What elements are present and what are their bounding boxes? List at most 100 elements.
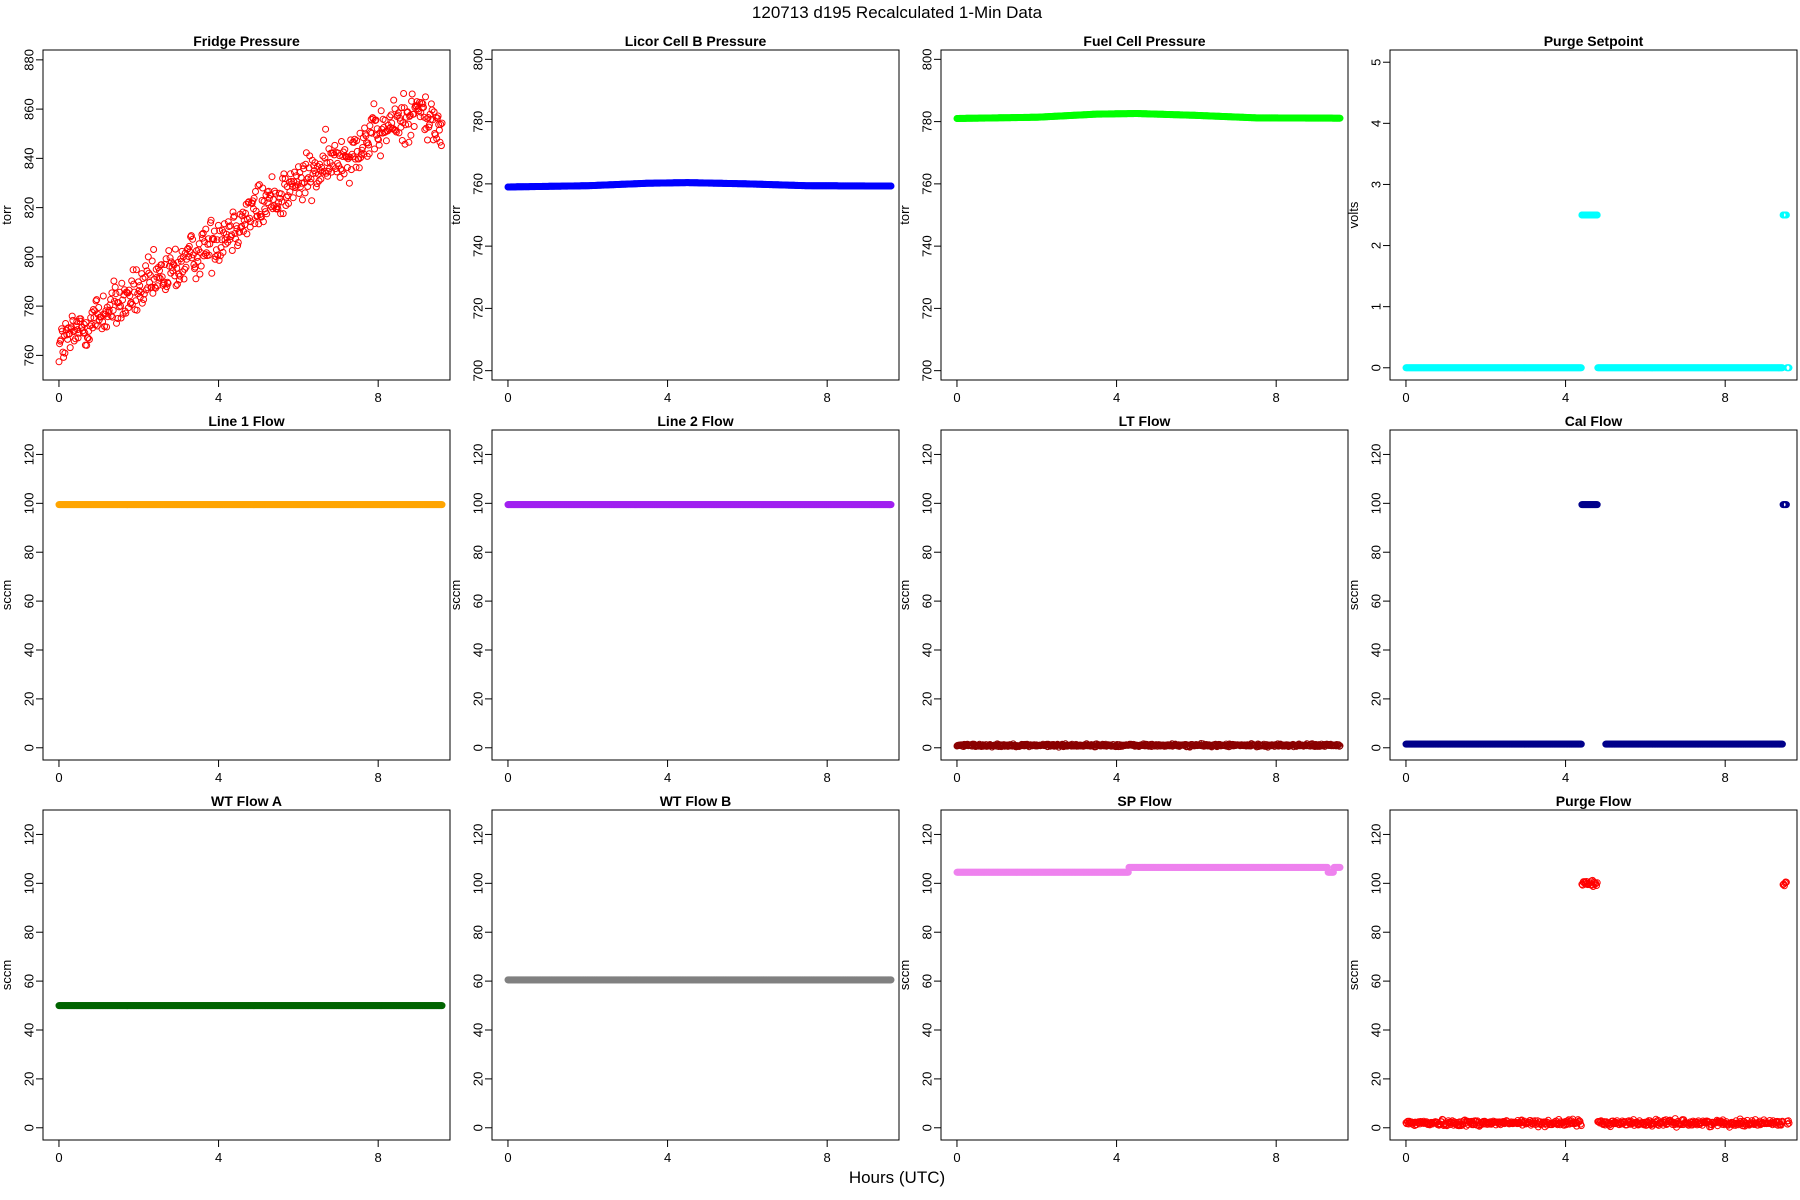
- data-point: [416, 113, 424, 121]
- data-point: [281, 175, 289, 183]
- x-tick-label: 8: [1722, 770, 1729, 785]
- data-point: [83, 341, 91, 349]
- x-tick-label: 0: [953, 770, 960, 785]
- y-tick-label: 80: [919, 545, 934, 559]
- data-point: [285, 200, 292, 207]
- data-point: [208, 269, 216, 277]
- y-tick-label: 0: [1368, 744, 1383, 751]
- x-tick-label: 4: [1562, 390, 1569, 405]
- data-point: [222, 240, 230, 248]
- data-point: [401, 140, 409, 148]
- data-point: [426, 110, 434, 118]
- x-tick-label: 8: [1722, 390, 1729, 405]
- data-point: [171, 272, 179, 280]
- plot-frame: [42, 49, 451, 381]
- data-point: [398, 104, 406, 112]
- y-tick-label: 80: [21, 545, 36, 559]
- data-point: [277, 190, 285, 198]
- data-point: [162, 255, 170, 263]
- data-point: [150, 246, 158, 253]
- data-point: [315, 177, 323, 185]
- y-tick-label: 780: [919, 111, 934, 133]
- data-point: [60, 353, 68, 361]
- panel-title: LT Flow: [1119, 413, 1171, 429]
- panel-title: Purge Setpoint: [1544, 33, 1644, 49]
- data-point: [323, 159, 331, 166]
- data-point: [396, 114, 404, 122]
- x-tick-label: 4: [215, 770, 222, 785]
- data-point: [61, 349, 69, 357]
- y-tick-label: 20: [1368, 692, 1383, 706]
- data-point: [109, 306, 117, 314]
- y-tick-label: 740: [470, 235, 485, 257]
- data-point: [300, 165, 308, 173]
- data-point: [408, 97, 416, 105]
- data-point: [154, 282, 161, 290]
- data-point: [138, 299, 146, 307]
- data-point: [331, 141, 339, 149]
- data-point: [146, 279, 154, 286]
- data-point: [381, 116, 389, 124]
- y-axis-label: volts: [1346, 201, 1361, 228]
- data-point: [145, 269, 153, 277]
- data-point: [341, 146, 349, 154]
- data-point: [55, 358, 63, 366]
- data-point: [296, 169, 304, 176]
- data-point: [353, 137, 361, 145]
- data-points: [504, 179, 895, 191]
- data-point: [338, 138, 345, 145]
- data-point: [135, 287, 143, 295]
- data-point: [324, 172, 332, 180]
- data-point: [268, 173, 276, 181]
- data-point: [164, 279, 172, 287]
- data-point: [387, 111, 395, 119]
- data-point: [165, 247, 173, 255]
- data-point: [111, 283, 119, 291]
- data-point: [130, 288, 138, 296]
- data-point: [251, 220, 259, 228]
- data-point: [408, 90, 416, 98]
- data-points: [953, 110, 1344, 122]
- data-point: [351, 135, 359, 143]
- y-tick-label: 0: [21, 744, 36, 751]
- data-point: [352, 163, 360, 171]
- data-point: [84, 334, 92, 342]
- data-point: [365, 150, 373, 158]
- data-point: [219, 248, 227, 256]
- y-tick-label: 760: [919, 173, 934, 195]
- data-point: [340, 170, 348, 178]
- data-point: [265, 194, 273, 202]
- panel-title: Line 1 Flow: [208, 413, 284, 429]
- y-tick-label: 860: [21, 98, 36, 120]
- data-point: [228, 231, 236, 239]
- data-point: [140, 290, 148, 298]
- data-point: [132, 297, 140, 305]
- data-point: [336, 173, 344, 181]
- y-axis-label: sccm: [448, 580, 463, 610]
- data-point: [385, 125, 393, 133]
- data-point: [377, 107, 385, 115]
- data-point: [291, 168, 298, 176]
- data-point: [126, 292, 134, 300]
- data-point: [390, 96, 398, 104]
- data-point: [325, 145, 333, 153]
- y-tick-label: 740: [919, 235, 934, 257]
- data-point: [400, 90, 408, 97]
- data-point: [276, 194, 284, 202]
- y-tick-label: 80: [470, 545, 485, 559]
- data-point: [169, 260, 177, 268]
- data-points: [55, 1002, 446, 1010]
- y-tick-label: 720: [919, 298, 934, 320]
- y-axis-label: torr: [897, 205, 912, 225]
- data-point: [229, 208, 237, 216]
- data-point: [117, 314, 125, 322]
- data-point: [275, 198, 283, 206]
- data-point: [301, 189, 309, 197]
- data-point: [148, 257, 156, 265]
- data-point: [337, 165, 345, 173]
- data-point: [250, 194, 258, 202]
- data-point: [163, 283, 171, 291]
- data-point: [367, 128, 375, 136]
